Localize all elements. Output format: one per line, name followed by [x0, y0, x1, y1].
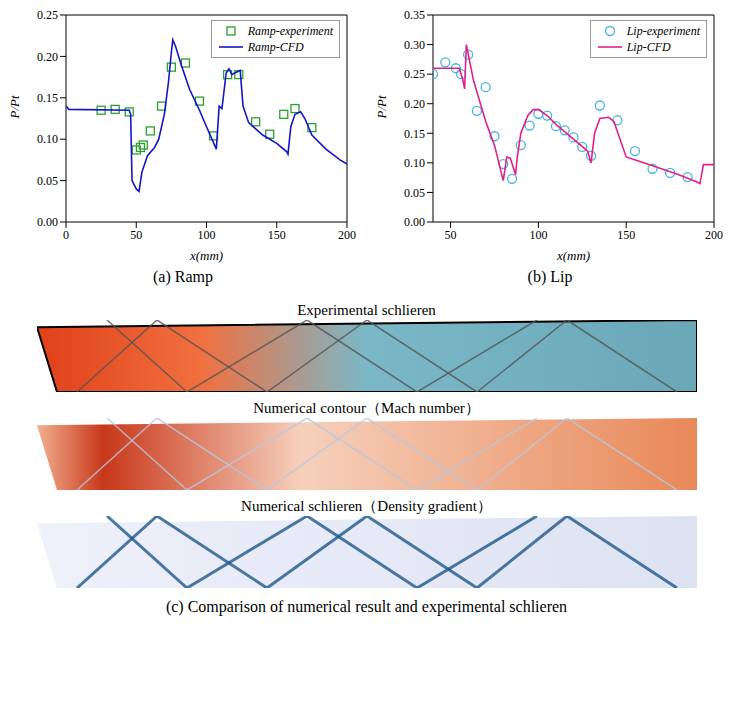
svg-text:50: 50 [130, 228, 142, 242]
svg-text:x(mm): x(mm) [556, 248, 590, 263]
svg-text:100: 100 [198, 228, 216, 242]
svg-text:0.05: 0.05 [37, 174, 58, 188]
html-text:(c) Comparison of numerical re: (c) Comparison of numerical result and e… [165, 598, 568, 615]
svg-text:0.25: 0.25 [404, 67, 425, 81]
svg-text:0.20: 0.20 [404, 97, 425, 111]
html-text:(b) Lip: (b) Lip [527, 268, 573, 285]
html-text:Ramp-CFD: Ramp-CFD [247, 39, 304, 54]
svg-text:0.25: 0.25 [37, 8, 58, 22]
html-text:Numerical schlieren（Density gr: Numerical schlieren（Density gradient） [241, 498, 492, 514]
svg-text:150: 150 [268, 228, 286, 242]
svg-text:150: 150 [617, 228, 635, 242]
svg-text:0.35: 0.35 [404, 8, 425, 22]
svg-text:100: 100 [529, 228, 547, 242]
html-text:Lip-CFD: Lip-CFD [626, 39, 671, 54]
html-text:Lip-experiment: Lip-experiment [626, 23, 700, 38]
svg-text:50: 50 [445, 228, 457, 242]
html-text:Experimental schlieren: Experimental schlieren [297, 302, 436, 318]
svg-text:0.10: 0.10 [404, 156, 425, 170]
svg-text:0.00: 0.00 [37, 215, 58, 229]
svg-text:200: 200 [705, 228, 723, 242]
svg-text:0.05: 0.05 [404, 186, 425, 200]
svg-text:P/Pt: P/Pt [374, 95, 389, 119]
svg-text:0.20: 0.20 [37, 50, 58, 64]
svg-text:0.30: 0.30 [404, 38, 425, 52]
svg-text:200: 200 [338, 228, 356, 242]
svg-text:0.15: 0.15 [37, 91, 58, 105]
svg-text:0.10: 0.10 [37, 132, 58, 146]
html-text:Ramp-experiment: Ramp-experiment [247, 23, 333, 38]
svg-text:0: 0 [63, 228, 69, 242]
svg-text:P/Pt: P/Pt [7, 95, 22, 119]
html-text:Numerical contour（Mach number）: Numerical contour（Mach number） [253, 400, 480, 416]
svg-text:x(mm): x(mm) [189, 248, 223, 263]
svg-text:0.00: 0.00 [404, 215, 425, 229]
svg-text:0.15: 0.15 [404, 127, 425, 141]
html-text:(a) Ramp: (a) Ramp [153, 268, 213, 285]
